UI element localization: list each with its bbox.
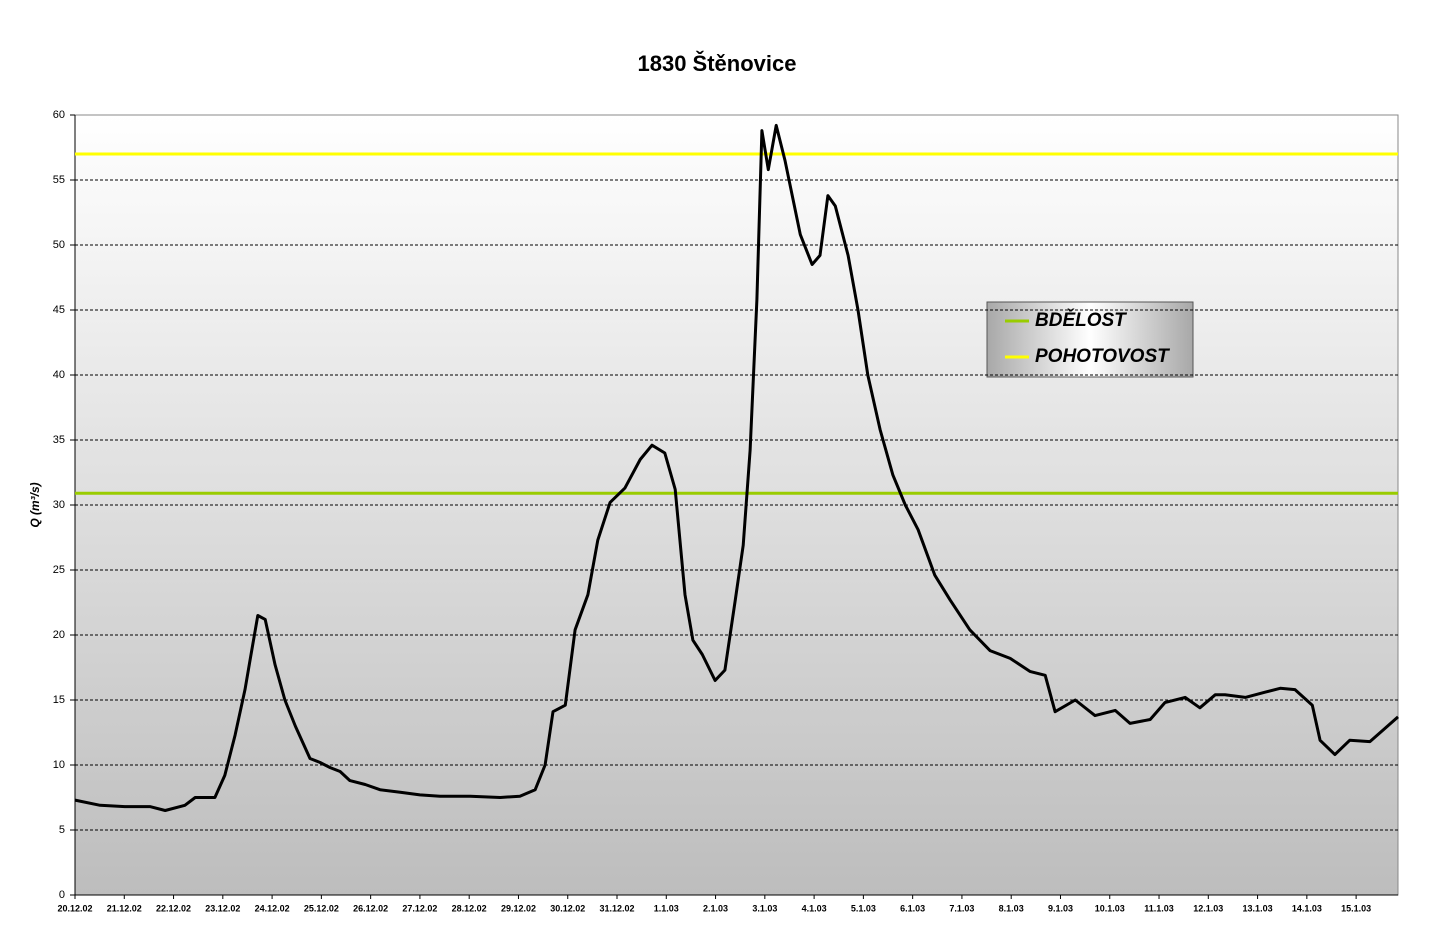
x-tick-label: 23.12.02 [205,903,240,913]
chart-title: 1830 Štěnovice [638,51,797,76]
x-tick-label: 22.12.02 [156,903,191,913]
x-tick-label: 11.1.03 [1144,903,1174,913]
y-tick-label: 30 [53,499,65,511]
x-tick-label: 15.1.03 [1341,903,1371,913]
x-tick-label: 26.12.02 [353,903,388,913]
y-tick-label: 40 [53,369,65,381]
y-tick-label: 55 [53,174,65,186]
y-axis-label: Q (m³/s) [28,482,42,527]
x-tick-label: 4.1.03 [802,903,827,913]
x-tick-label: 8.1.03 [999,903,1024,913]
x-tick-label: 10.1.03 [1095,903,1125,913]
x-tick-label: 27.12.02 [402,903,437,913]
y-tick-label: 50 [53,239,65,251]
x-tick-label: 6.1.03 [900,903,925,913]
x-tick-label: 14.1.03 [1292,903,1322,913]
y-tick-label: 45 [53,304,65,316]
x-tick-label: 30.12.02 [550,903,585,913]
x-tick-label: 12.1.03 [1193,903,1223,913]
x-tick-label: 25.12.02 [304,903,339,913]
x-tick-label: 28.12.02 [452,903,487,913]
x-tick-label: 1.1.03 [654,903,679,913]
y-tick-label: 20 [53,629,65,641]
legend-label: BDĚLOST [1035,309,1127,331]
x-tick-label: 5.1.03 [851,903,876,913]
y-tick-label: 35 [53,434,65,446]
data-line [74,123,1399,812]
y-tick-label: 5 [59,824,65,836]
legend [986,301,1194,378]
y-tick-label: 15 [53,694,65,706]
x-tick-label: 20.12.02 [57,903,92,913]
x-tick-label: 21.12.02 [107,903,142,913]
y-tick-label: 25 [53,564,65,576]
x-tick-label: 2.1.03 [703,903,728,913]
y-tick-label: 10 [53,759,65,771]
x-tick-label: 29.12.02 [501,903,536,913]
x-tick-label: 9.1.03 [1048,903,1073,913]
legend-label: POHOTOVOST [1035,346,1170,367]
x-tick-label: 7.1.03 [949,903,974,913]
x-tick-label: 13.1.03 [1243,903,1273,913]
x-tick-label: 3.1.03 [752,903,777,913]
y-tick-label: 0 [59,889,65,901]
y-tick-label: 60 [53,109,65,121]
x-tick-label: 24.12.02 [255,903,290,913]
x-tick-label: 31.12.02 [599,903,634,913]
